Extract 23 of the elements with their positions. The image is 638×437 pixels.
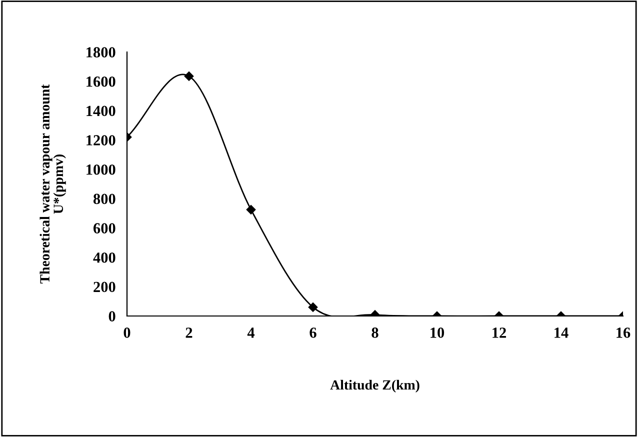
point — [246, 205, 256, 214]
x-axis-title: Altitude Z(km) — [330, 380, 420, 392]
y-tick-label: 0 — [108, 311, 116, 322]
y-tick-label: 400 — [93, 252, 116, 263]
x-tick-label: 14 — [554, 328, 568, 338]
x-tick-label: 0 — [124, 328, 130, 338]
y-tick-label: 800 — [93, 194, 116, 204]
x-tick-label: 10 — [430, 328, 444, 338]
y-tick-label: 1000 — [86, 164, 116, 175]
point — [184, 72, 194, 81]
y-tick-label: 200 — [94, 282, 116, 292]
x-tick-label: 6 — [310, 328, 316, 338]
y-axis-title: Theoretical water vapour amount U*(ppmv) — [40, 84, 66, 284]
y-tick-label: 600 — [93, 223, 116, 234]
x-tick-label: 12 — [492, 328, 506, 338]
x-tick-label: 4 — [247, 328, 255, 338]
y-tick-label: 1200 — [86, 135, 116, 146]
y-tick-label: 1800 — [86, 47, 116, 58]
y-tick-label: 1600 — [86, 76, 116, 87]
x-tick-label: 2 — [186, 328, 192, 338]
y-tick-label: 1400 — [86, 106, 116, 116]
x-tick-label: 16 — [616, 328, 630, 338]
x-tick-label: 8 — [372, 328, 378, 338]
